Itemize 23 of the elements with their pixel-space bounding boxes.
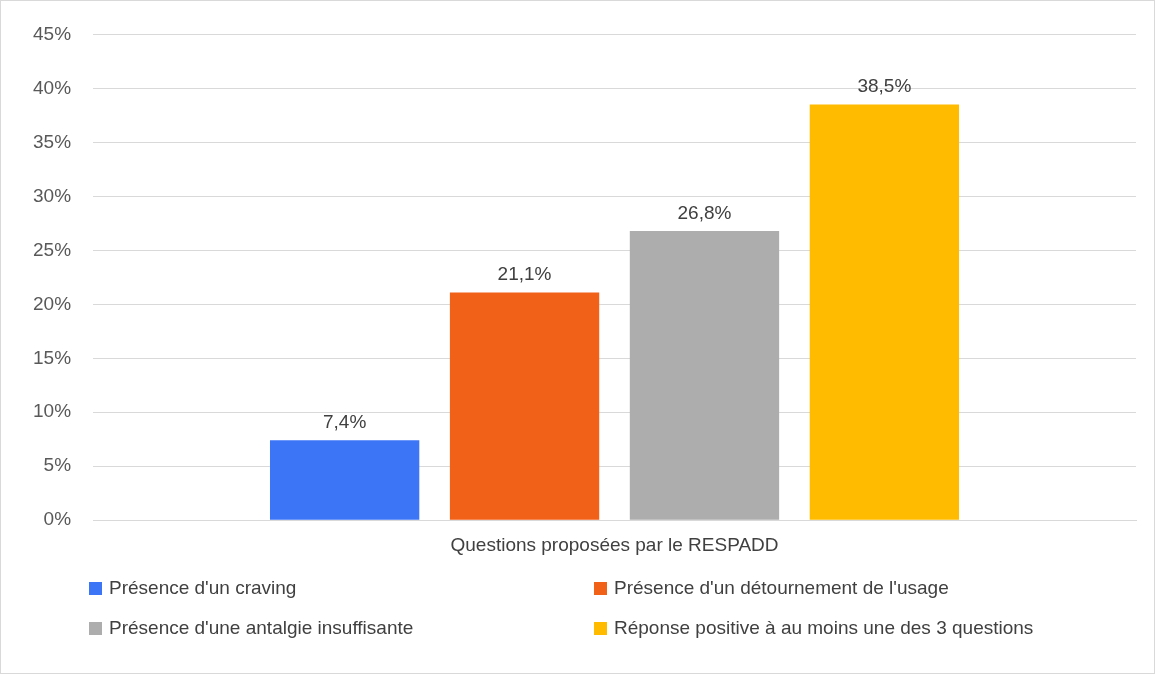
data-label: 26,8% bbox=[677, 201, 732, 223]
y-tick-label: 0% bbox=[43, 508, 72, 530]
legend-label: Présence d'une antalgie insuffisante bbox=[109, 617, 414, 639]
y-tick-label: 40% bbox=[33, 76, 72, 98]
data-label: 38,5% bbox=[857, 75, 912, 97]
y-tick-label: 25% bbox=[33, 238, 72, 260]
bar bbox=[629, 230, 780, 520]
bar bbox=[449, 292, 600, 520]
y-tick-label: 45% bbox=[33, 22, 72, 44]
y-tick-label: 15% bbox=[33, 346, 72, 368]
legend-label: Présence d'un craving bbox=[109, 577, 297, 599]
y-tick-label: 30% bbox=[33, 184, 72, 206]
legend-label: Réponse positive à au moins une des 3 questions bbox=[614, 617, 1034, 639]
bar bbox=[809, 104, 960, 520]
x-tick-label: Questions proposées par le RESPADD bbox=[450, 533, 779, 555]
legend-label: Présence d'un détournement de l'usage bbox=[614, 577, 949, 599]
y-tick-label: 5% bbox=[43, 454, 72, 476]
y-tick-label: 10% bbox=[33, 400, 72, 422]
bar bbox=[269, 440, 420, 520]
y-tick-label: 35% bbox=[33, 130, 72, 152]
data-label: 7,4% bbox=[322, 411, 367, 433]
y-tick-label: 20% bbox=[33, 292, 72, 314]
data-label: 21,1% bbox=[497, 263, 552, 285]
